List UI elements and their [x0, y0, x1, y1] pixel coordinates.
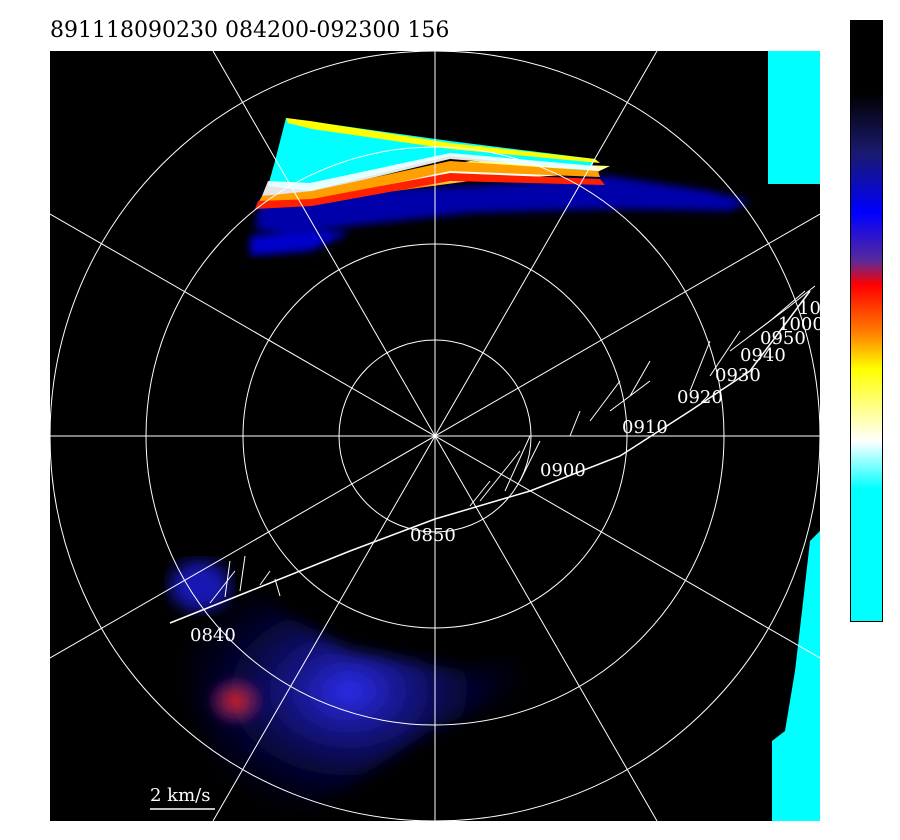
radar-plot: 0840 0850 0900 0910 0920 0930 0940 0950 … [50, 51, 820, 821]
colorbar [850, 20, 883, 622]
polar-grid [50, 51, 820, 821]
time-label: 10 [798, 298, 820, 319]
time-label: 0930 [715, 365, 761, 386]
track-line [169, 290, 811, 624]
time-label: 0950 [760, 328, 806, 349]
time-label: 0910 [622, 417, 668, 438]
time-label: 0850 [410, 525, 456, 546]
scale-label: 2 km/s [150, 785, 210, 806]
time-label: 0900 [540, 460, 586, 481]
time-label: 0920 [677, 387, 723, 408]
time-label: 0940 [740, 345, 786, 366]
plot-title: 891118090230 084200-092300 156 [50, 18, 450, 43]
time-labels: 0840 0850 0900 0910 0920 0930 0940 0950 … [190, 298, 820, 646]
scale-bar: 2 km/s [150, 785, 215, 810]
time-label: 0840 [190, 625, 236, 646]
time-label: 1000 [778, 314, 820, 335]
wind-vectors [209, 285, 816, 604]
echo-bottom-region [168, 561, 530, 821]
cyan-edge-band [768, 51, 820, 821]
